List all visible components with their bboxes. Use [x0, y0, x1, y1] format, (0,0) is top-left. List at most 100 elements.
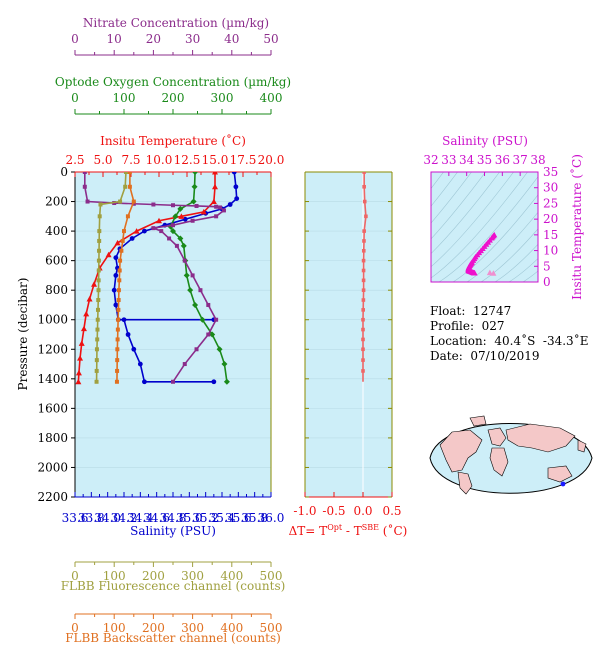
- fluorescence-tick-label: 500: [260, 569, 283, 583]
- backscatter-point: [115, 327, 120, 332]
- oxygen-point: [199, 316, 206, 323]
- world-map-land: [469, 415, 487, 427]
- backscatter-point: [117, 268, 122, 273]
- ts-density-contour: [431, 172, 514, 268]
- delta-t-panel-background: [305, 172, 392, 497]
- temperature-point: [78, 340, 85, 346]
- salinity-point: [113, 273, 119, 278]
- oxygen-point: [192, 172, 199, 175]
- oxygen-point: [190, 198, 197, 205]
- main-series-layer: [75, 172, 240, 385]
- backscatter-point: [116, 298, 121, 303]
- ts-density-contour: [438, 176, 538, 282]
- delta-t-point: [362, 184, 366, 189]
- pressure-tick-label: 2000: [37, 460, 68, 474]
- nitrate-point: [171, 223, 175, 228]
- nitrate-point: [194, 203, 199, 208]
- salinity-tick-label: 34.8: [160, 511, 187, 525]
- temperature-point: [80, 325, 87, 332]
- backscatter-point: [120, 238, 125, 243]
- backscatter-point: [127, 172, 132, 174]
- ts-points-layer: [465, 231, 498, 276]
- world-map-land: [489, 447, 509, 477]
- temperature-point: [75, 369, 82, 376]
- delta-t-point: [361, 317, 365, 322]
- oxygen-point: [216, 346, 223, 353]
- pressure-tick-label: 2200: [37, 490, 68, 504]
- pressure-tick-label: 1800: [37, 431, 68, 445]
- temperature-tick-label: 10.0: [146, 153, 173, 167]
- backscatter-tick-label: 200: [142, 621, 165, 635]
- pressure-tick-label: 800: [45, 283, 68, 297]
- salinity-tick-label: 34.6: [143, 511, 170, 525]
- ts-y-tick-label: 35: [543, 165, 558, 179]
- temperature-tick-label: 5.0: [93, 153, 112, 167]
- world-map-land: [505, 423, 576, 453]
- fluorescence-tick-label: 200: [142, 569, 165, 583]
- pressure-tick-label: 1400: [37, 372, 68, 386]
- pressure-tick-label: 1000: [37, 313, 68, 327]
- ts-density-contour: [431, 172, 528, 279]
- fluorescence-tick-label: 400: [220, 569, 243, 583]
- backscatter-point: [115, 358, 120, 363]
- temperature-point: [200, 208, 207, 215]
- salinity-point: [142, 379, 147, 385]
- delta-t-point: [362, 239, 366, 243]
- delta-t-point: [361, 347, 365, 352]
- delta-t-point: [361, 337, 365, 342]
- delta-t-point: [361, 298, 366, 302]
- temperature-point: [212, 172, 218, 175]
- temperature-point: [77, 355, 84, 361]
- nitrate-point: [171, 203, 175, 208]
- oxygen-point: [172, 213, 179, 220]
- ts-y-tick-label: 30: [543, 181, 558, 195]
- nitrate-tick-label: 0: [71, 32, 79, 46]
- nitrate-point: [182, 362, 187, 367]
- ts-y-tick-label: 20: [543, 212, 558, 226]
- backscatter-point: [116, 288, 121, 293]
- nitrate-axis-title: Nitrate Concentration (µm/kg): [83, 16, 269, 30]
- temperature-tick-label: 7.5: [121, 153, 140, 167]
- salinity-tick-label: 34.0: [94, 511, 121, 525]
- delta-t-point: [361, 258, 366, 263]
- oxygen-point: [209, 331, 216, 338]
- backscatter-axis-title: FLBB Backscatter channel (counts): [65, 631, 281, 645]
- pressure-tick-label: 600: [45, 254, 68, 268]
- backscatter-point: [117, 278, 122, 283]
- fluorescence-point: [123, 172, 128, 174]
- fluorescence-point: [94, 358, 99, 363]
- world-map: [429, 415, 593, 495]
- nitrate-point: [194, 347, 199, 352]
- salinity-point: [142, 228, 147, 234]
- temperature-point: [133, 228, 140, 234]
- delta-t-line: [362, 172, 367, 382]
- salinity-point: [131, 346, 137, 352]
- ts-density-contour: [452, 194, 538, 282]
- delta-t-point: [362, 229, 366, 233]
- oxygen-axis-title: Optode Oxygen Concentration (µm/kg): [55, 75, 291, 89]
- nitrate-point: [214, 204, 219, 209]
- nitrate-point: [159, 229, 164, 234]
- world-map-land: [547, 465, 573, 483]
- backscatter-point: [116, 317, 121, 322]
- temperature-point: [75, 378, 82, 385]
- backscatter-tick-label: 100: [103, 621, 126, 635]
- fluorescence-point: [94, 347, 99, 352]
- backscatter-point: [119, 248, 124, 253]
- pressure-tick-label: 1600: [37, 401, 68, 415]
- ts-density-contour: [508, 258, 538, 282]
- delta-t-point: [361, 369, 365, 373]
- ts-density-contour: [480, 228, 538, 282]
- backscatter-profile-line: [116, 172, 135, 382]
- oxygen-tick-label: 100: [113, 91, 136, 105]
- location: Location: 40.4˚S -34.3˚E: [430, 334, 589, 348]
- oxygen-point: [177, 235, 184, 242]
- ts-point: [479, 245, 486, 251]
- salinity-tick-label: 35.4: [209, 511, 236, 525]
- oxygen-point: [170, 228, 176, 235]
- ts-x-tick-label: 36: [495, 153, 510, 167]
- fluorescence-point: [97, 238, 102, 243]
- temperature-axis-title: Insitu Temperature (˚C): [100, 133, 246, 148]
- delta-t-series-layer: [361, 172, 368, 382]
